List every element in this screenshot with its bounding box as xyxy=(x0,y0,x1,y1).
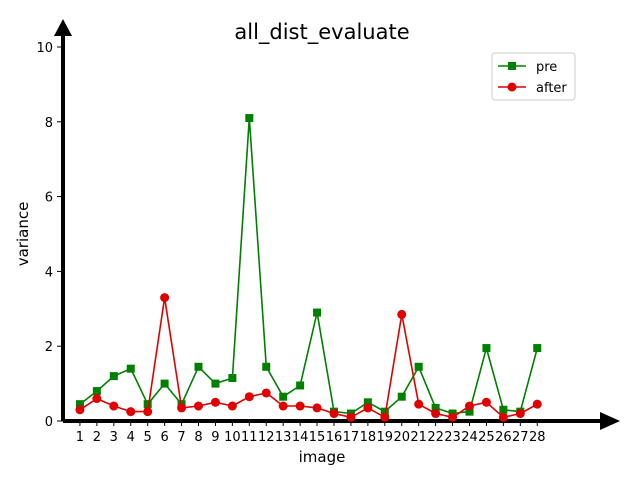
data-point-after xyxy=(397,309,407,319)
x-tick-label: 18 xyxy=(360,430,377,445)
data-point-after xyxy=(414,399,424,409)
x-tick-label: 23 xyxy=(444,430,461,445)
data-point-after xyxy=(278,401,288,411)
x-tick-label: 8 xyxy=(194,430,202,445)
x-tick-label: 21 xyxy=(410,430,427,445)
x-axis-arrow xyxy=(600,412,620,430)
data-point-pre xyxy=(109,372,118,381)
y-axis-label: variance xyxy=(14,202,32,267)
x-tick-label: 26 xyxy=(495,430,512,445)
data-point-after xyxy=(143,407,153,417)
data-point-pre xyxy=(211,379,220,388)
data-point-after xyxy=(431,409,441,419)
data-point-after xyxy=(92,394,102,404)
data-point-after xyxy=(244,392,254,402)
x-tick-label: 1 xyxy=(76,430,84,445)
data-point-after xyxy=(210,397,220,407)
data-point-after xyxy=(160,293,170,303)
data-point-pre xyxy=(499,405,508,414)
y-tick-label: 6 xyxy=(45,191,53,206)
data-point-after xyxy=(295,401,305,411)
legend-label-after: after xyxy=(536,81,567,96)
x-tick-label: 13 xyxy=(275,430,292,445)
x-tick-label: 3 xyxy=(110,430,118,445)
x-tick-label: 22 xyxy=(427,430,444,445)
x-tick-label: 15 xyxy=(309,430,326,445)
x-tick-label: 20 xyxy=(393,430,410,445)
data-point-pre xyxy=(262,362,271,371)
data-point-after xyxy=(380,412,390,422)
data-point-after xyxy=(261,388,271,398)
x-tick-label: 10 xyxy=(224,430,241,445)
data-point-after xyxy=(227,401,237,411)
y-tick-label: 0 xyxy=(45,415,53,430)
y-tick-label: 4 xyxy=(45,265,53,280)
data-point-pre xyxy=(92,387,101,396)
series-line-pre xyxy=(79,117,539,415)
y-tick-label: 2 xyxy=(45,340,53,355)
y-tick-label: 8 xyxy=(45,116,53,131)
data-point-pre xyxy=(228,373,237,382)
data-point-pre xyxy=(482,344,491,353)
x-axis-label: image xyxy=(299,448,346,466)
x-tick-label: 4 xyxy=(127,430,135,445)
x-tick-label: 9 xyxy=(211,430,219,445)
data-point-pre xyxy=(363,398,372,407)
legend-marker-after xyxy=(507,82,517,92)
data-point-pre xyxy=(313,308,322,317)
data-point-pre xyxy=(279,392,288,401)
y-axis-arrow xyxy=(54,19,72,36)
data-point-pre xyxy=(160,379,169,388)
data-point-after xyxy=(346,412,356,422)
data-point-after xyxy=(312,403,322,413)
data-point-after xyxy=(465,401,474,411)
x-tick-label: 17 xyxy=(343,430,360,445)
data-point-after xyxy=(498,412,508,422)
chart-title: all_dist_evaluate xyxy=(234,20,409,45)
x-tick-label: 27 xyxy=(512,430,529,445)
x-tick-label: 6 xyxy=(160,430,168,445)
data-point-pre xyxy=(126,364,135,373)
y-tick-label: 10 xyxy=(36,41,53,56)
data-point-pre xyxy=(380,407,389,416)
data-point-after xyxy=(75,405,85,415)
legend-label-pre: pre xyxy=(536,60,557,75)
data-point-pre xyxy=(143,400,152,409)
data-point-pre xyxy=(296,381,305,390)
data-point-after xyxy=(329,409,339,419)
data-point-after xyxy=(363,403,373,413)
x-tick-label: 25 xyxy=(478,430,495,445)
x-tick-label: 2 xyxy=(93,430,101,445)
data-point-pre xyxy=(194,362,203,371)
data-point-pre xyxy=(397,392,406,401)
data-point-pre xyxy=(431,403,440,412)
data-point-pre xyxy=(465,407,474,416)
x-tick-label: 11 xyxy=(241,430,258,445)
data-point-after xyxy=(126,407,136,417)
x-tick-label: 19 xyxy=(377,430,394,445)
x-tick-label: 28 xyxy=(529,430,546,445)
data-point-pre xyxy=(533,344,542,353)
data-point-pre xyxy=(414,362,423,371)
data-point-pre xyxy=(75,400,84,409)
x-tick-label: 16 xyxy=(326,430,343,445)
legend-marker-pre xyxy=(508,62,516,70)
data-point-after xyxy=(532,399,542,409)
x-tick-label: 24 xyxy=(461,430,478,445)
data-point-after xyxy=(481,397,491,407)
x-tick-label: 5 xyxy=(144,430,152,445)
series-line-after xyxy=(79,296,538,419)
data-point-after xyxy=(109,401,119,411)
x-tick-label: 7 xyxy=(177,430,185,445)
x-tick-label: 14 xyxy=(292,430,309,445)
x-tick-label: 12 xyxy=(258,430,275,445)
data-point-after xyxy=(448,412,458,422)
data-point-after xyxy=(177,403,187,413)
data-point-after xyxy=(515,409,525,419)
data-point-pre xyxy=(245,114,254,123)
data-point-after xyxy=(194,401,203,411)
